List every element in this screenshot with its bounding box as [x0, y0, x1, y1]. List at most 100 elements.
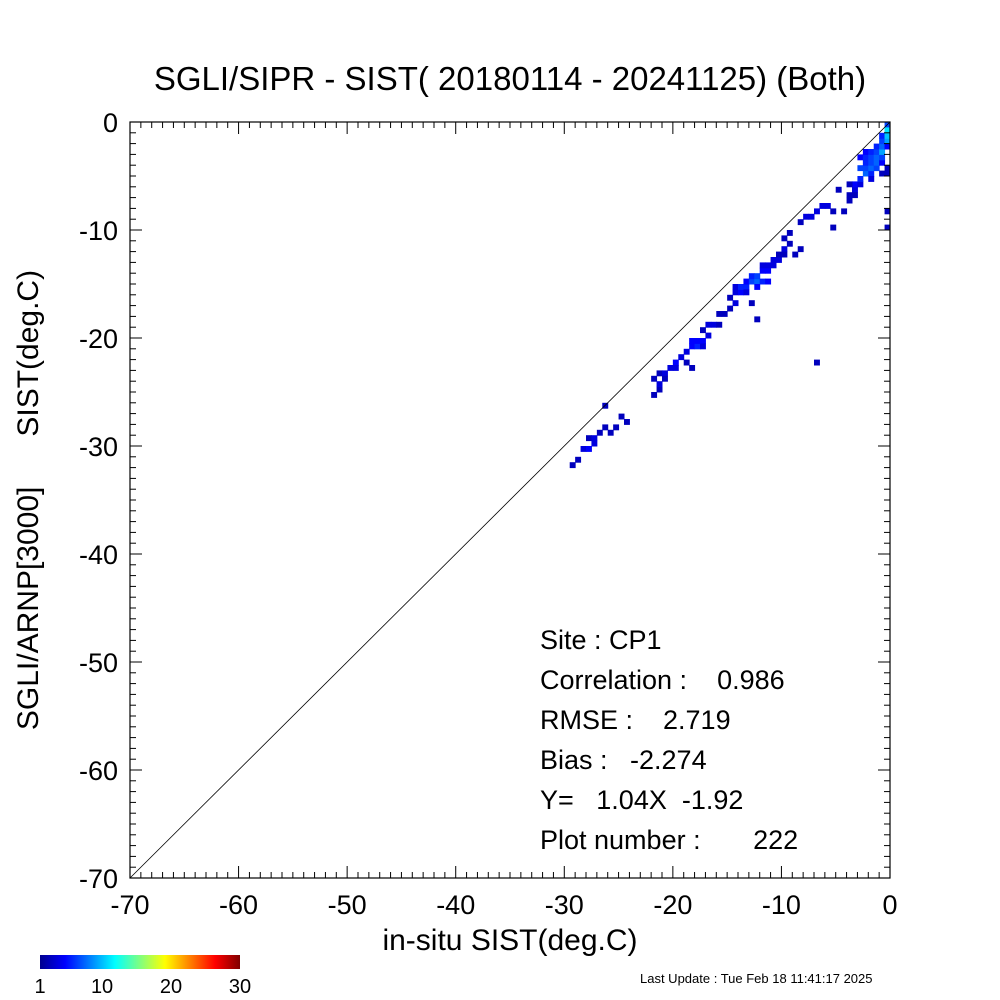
heatmap-bin: [667, 365, 674, 371]
heatmap-bin: [618, 413, 625, 420]
heatmap-bin: [754, 284, 761, 290]
heatmap-bin: [857, 181, 864, 188]
y-tick-labels: 0 -10 -20 -30 -40 -50 -60 -70: [79, 108, 118, 894]
heatmap-bin: [786, 230, 793, 236]
y-tick-label: -50: [79, 648, 118, 678]
heatmap-bin: [765, 278, 772, 285]
heatmap-bin: [754, 273, 761, 280]
heatmap-bin: [884, 208, 891, 215]
heatmap-bin: [721, 311, 728, 317]
heatmap-bin: [700, 338, 706, 344]
stats-box: Site : CP1 Correlation : 0.986 RMSE : 2.…: [540, 625, 798, 855]
x-tick-label: -70: [110, 890, 149, 920]
heatmap-bin: [732, 300, 739, 307]
heatmap-bin: [884, 165, 891, 172]
heatmap-bin: [716, 311, 723, 317]
heatmap-bin: [710, 321, 717, 328]
heatmap-bin: [868, 176, 875, 182]
colorbar: [40, 955, 240, 969]
colorbar-tick-label: 20: [160, 976, 182, 998]
heatmap-bin: [879, 149, 886, 155]
heatmap-bin: [683, 348, 690, 355]
heatmap-bin: [846, 181, 853, 188]
heatmap-bin: [591, 435, 598, 442]
chart-title: SGLI/SIPR - SIST( 20180114 - 20241125) (…: [154, 60, 866, 97]
heatmap-bin: [862, 159, 869, 166]
heatmap-bin: [770, 262, 777, 269]
heatmap-bin: [814, 359, 820, 366]
heatmap-bin: [607, 429, 614, 436]
heatmap-bin: [862, 165, 869, 172]
heatmap-bin: [651, 375, 658, 382]
heatmap-bin: [743, 284, 750, 290]
heatmap-bin: [857, 176, 864, 182]
heatmap-bin: [797, 219, 804, 226]
colorbar-tick-label: 10: [91, 976, 113, 998]
y-tick-label: -20: [79, 324, 118, 354]
heatmap-bin: [569, 462, 576, 469]
heatmap-bin: [748, 278, 755, 285]
heatmap-bin: [857, 154, 864, 161]
heatmap-bin: [727, 294, 734, 301]
heatmap-bin: [830, 208, 837, 215]
y-tick-label: -10: [79, 216, 118, 246]
heatmap-bin: [852, 186, 858, 193]
heatmap-bin: [873, 159, 880, 166]
heatmap-bin: [689, 338, 696, 344]
heatmap-bin: [862, 149, 869, 155]
heatmap-bin: [803, 213, 810, 220]
heatmap-bin: [879, 143, 886, 150]
heatmap-bin: [879, 138, 886, 145]
heatmap-bin: [846, 192, 853, 199]
heatmap-bin: [781, 235, 788, 242]
heatmap-bin: [862, 170, 869, 177]
y-tick-label: -30: [79, 432, 118, 462]
heatmap-bin: [835, 186, 842, 193]
one-to-one-line: [129, 121, 891, 879]
heatmap-bin: [689, 365, 696, 371]
heatmap-bin: [819, 203, 826, 209]
stat-correlation: Correlation : 0.986: [540, 665, 785, 695]
heatmap-bin: [770, 257, 777, 263]
stat-rmse: RMSE : 2.719: [540, 705, 731, 735]
x-tick-label: -20: [653, 890, 692, 920]
heatmap-bin: [575, 456, 582, 463]
heatmap-bin: [705, 321, 712, 328]
heatmap-bin: [683, 359, 690, 366]
heatmap-bin: [656, 386, 663, 393]
heatmap-bin: [857, 165, 864, 172]
heatmap-bin: [846, 197, 853, 204]
heatmap-bin: [797, 246, 804, 253]
heatmap-bin: [879, 170, 886, 177]
heatmap-bin: [884, 170, 891, 177]
x-tick-label: -60: [219, 890, 258, 920]
stat-site: Site : CP1: [540, 625, 662, 655]
heatmap-bin: [868, 149, 875, 155]
heatmap-bin: [884, 224, 891, 231]
x-tick-label: -40: [436, 890, 475, 920]
x-axis-label: in-situ SIST(deg.C): [382, 924, 637, 957]
heatmap-bin: [852, 192, 858, 199]
heatmap-bin: [656, 370, 663, 377]
x-tick-label: -50: [328, 890, 367, 920]
y-axis-label: SGLI/ARNP[3000] SIST(deg.C): [12, 270, 45, 730]
heatmap-bin: [754, 278, 761, 285]
x-tick-label: -10: [762, 890, 801, 920]
heatmap-bin: [776, 251, 782, 258]
heatmap-bin: [732, 284, 739, 290]
y-tick-label: -70: [79, 864, 118, 894]
heatmap-bin: [705, 332, 712, 339]
heatmap-bin: [580, 446, 587, 452]
heatmap-bin: [748, 273, 755, 280]
heatmap-bin: [759, 278, 766, 285]
heatmap-bin: [743, 289, 750, 296]
heatmap-bin: [716, 321, 723, 328]
heatmap-bin: [765, 267, 772, 274]
heatmap-bin: [624, 419, 630, 425]
heatmap-bin: [743, 278, 750, 285]
heatmap-bin: [651, 392, 658, 398]
stat-bias: Bias : -2.274: [540, 745, 707, 775]
heatmap-bin: [700, 327, 706, 334]
heatmap-bin: [678, 354, 685, 361]
